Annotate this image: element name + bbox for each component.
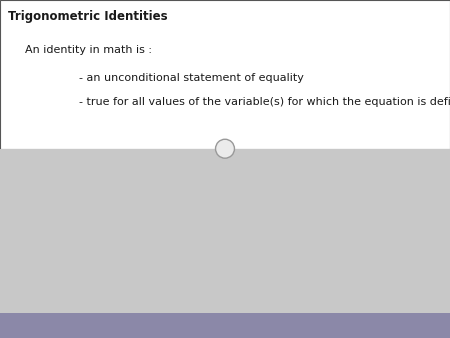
Text: An identity in math is :: An identity in math is : <box>25 45 152 55</box>
Text: - true for all values of the variable(s) for which the equation is defined: - true for all values of the variable(s)… <box>79 97 450 107</box>
Text: Trigonometric Identities: Trigonometric Identities <box>8 10 168 23</box>
Bar <box>0 149 450 313</box>
Ellipse shape <box>216 139 234 158</box>
Bar <box>0 0 450 149</box>
Bar <box>0 313 450 338</box>
Text: - an unconditional statement of equality: - an unconditional statement of equality <box>79 73 304 83</box>
